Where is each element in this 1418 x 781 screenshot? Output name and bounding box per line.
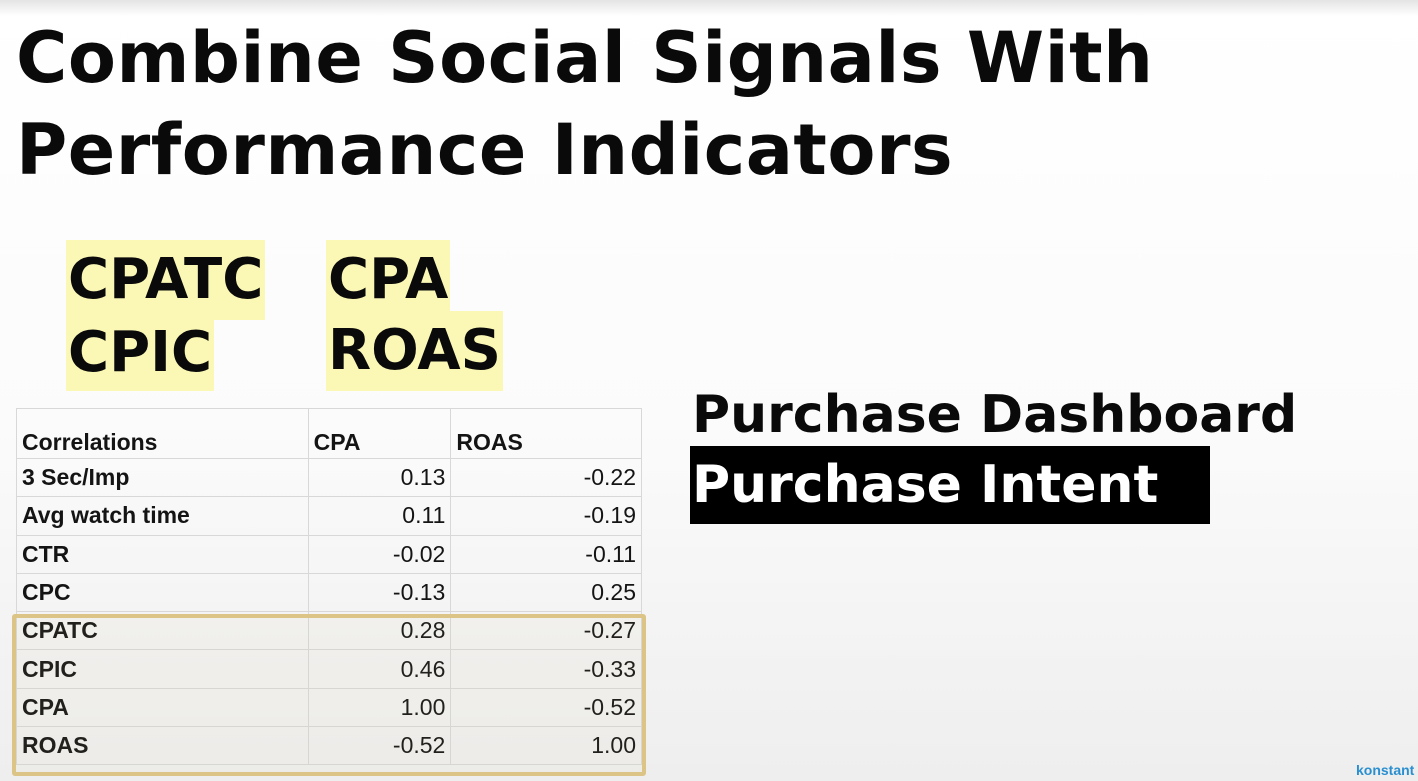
row-cpa-value: -0.13 — [307, 572, 452, 613]
table-row: CPIC 0.46 -0.33 — [16, 649, 642, 689]
row-roas-value: -0.19 — [450, 496, 642, 536]
row-roas-value: 0.25 — [450, 572, 642, 613]
row-cpa-value: 0.28 — [307, 611, 452, 651]
table-row: Avg watch time 0.11 -0.19 — [16, 496, 642, 536]
row-label: CPIC — [16, 649, 309, 689]
row-cpa-value: -0.02 — [307, 534, 452, 574]
row-cpa-value: 0.11 — [307, 496, 452, 536]
table-header-row: Correlations CPA ROAS — [16, 408, 642, 459]
header-correlations: Correlations — [16, 408, 309, 459]
slide-title: Combine Social Signals With Performance … — [16, 12, 1153, 196]
slide-title-line-1: Combine Social Signals With — [16, 17, 1154, 99]
row-cpa-value: 0.46 — [307, 649, 452, 689]
correlations-table: Correlations CPA ROAS 3 Sec/Imp 0.13 -0.… — [16, 408, 642, 766]
purchase-intent-badge: Purchase Intent — [690, 446, 1210, 524]
row-roas-value: -0.27 — [450, 611, 642, 651]
row-roas-value: -0.33 — [450, 649, 642, 689]
slide-title-line-2: Performance Indicators — [16, 109, 954, 191]
row-label: CTR — [16, 534, 309, 574]
highlight-cpa: CPA — [326, 240, 451, 318]
highlight-roas: ROAS — [326, 311, 503, 391]
row-label: 3 Sec/Imp — [16, 457, 309, 498]
row-label: CPATC — [16, 611, 309, 651]
row-roas-value: -0.22 — [450, 457, 642, 498]
highlight-cpic: CPIC — [66, 313, 215, 391]
row-roas-value: -0.11 — [450, 534, 642, 574]
header-roas: ROAS — [450, 408, 642, 459]
table-row: CPC -0.13 0.25 — [16, 572, 642, 613]
row-label: CPC — [16, 572, 309, 613]
table-row: CTR -0.02 -0.11 — [16, 534, 642, 574]
row-label: CPA — [16, 687, 309, 728]
purchase-dashboard-heading: Purchase Dashboard — [692, 385, 1298, 445]
table-row: CPATC 0.28 -0.27 — [16, 611, 642, 651]
row-label: Avg watch time — [16, 496, 309, 536]
row-cpa-value: -0.52 — [307, 726, 452, 766]
row-label: ROAS — [16, 726, 309, 766]
top-shadow-bar — [0, 0, 1418, 16]
row-roas-value: -0.52 — [450, 687, 642, 728]
brand-logo: konstant — [1356, 762, 1415, 778]
table-row: 3 Sec/Imp 0.13 -0.22 — [16, 457, 642, 498]
header-cpa: CPA — [307, 408, 452, 459]
table-row: ROAS -0.52 1.00 — [16, 726, 642, 766]
table-row: CPA 1.00 -0.52 — [16, 687, 642, 728]
highlight-cpatc: CPATC — [66, 240, 266, 320]
row-cpa-value: 0.13 — [307, 457, 452, 498]
row-roas-value: 1.00 — [450, 726, 642, 766]
row-cpa-value: 1.00 — [307, 687, 452, 728]
